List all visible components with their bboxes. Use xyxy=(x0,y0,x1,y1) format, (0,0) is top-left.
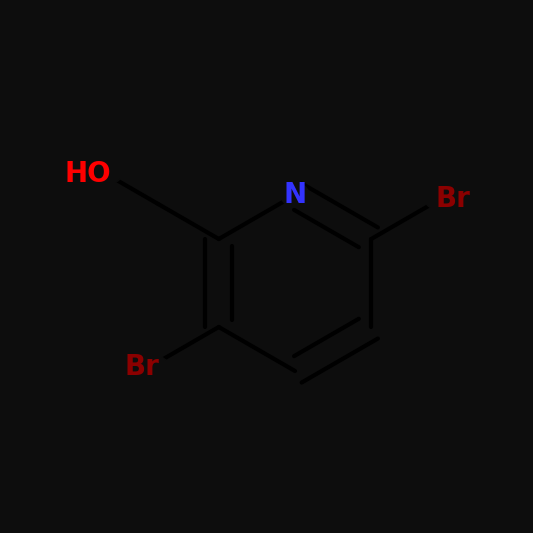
Ellipse shape xyxy=(114,353,169,381)
Ellipse shape xyxy=(54,160,122,188)
Ellipse shape xyxy=(281,183,309,207)
Text: Br: Br xyxy=(124,353,159,381)
Ellipse shape xyxy=(424,185,480,213)
Text: Br: Br xyxy=(435,185,470,213)
Text: N: N xyxy=(284,181,306,209)
Text: HO: HO xyxy=(65,160,111,188)
